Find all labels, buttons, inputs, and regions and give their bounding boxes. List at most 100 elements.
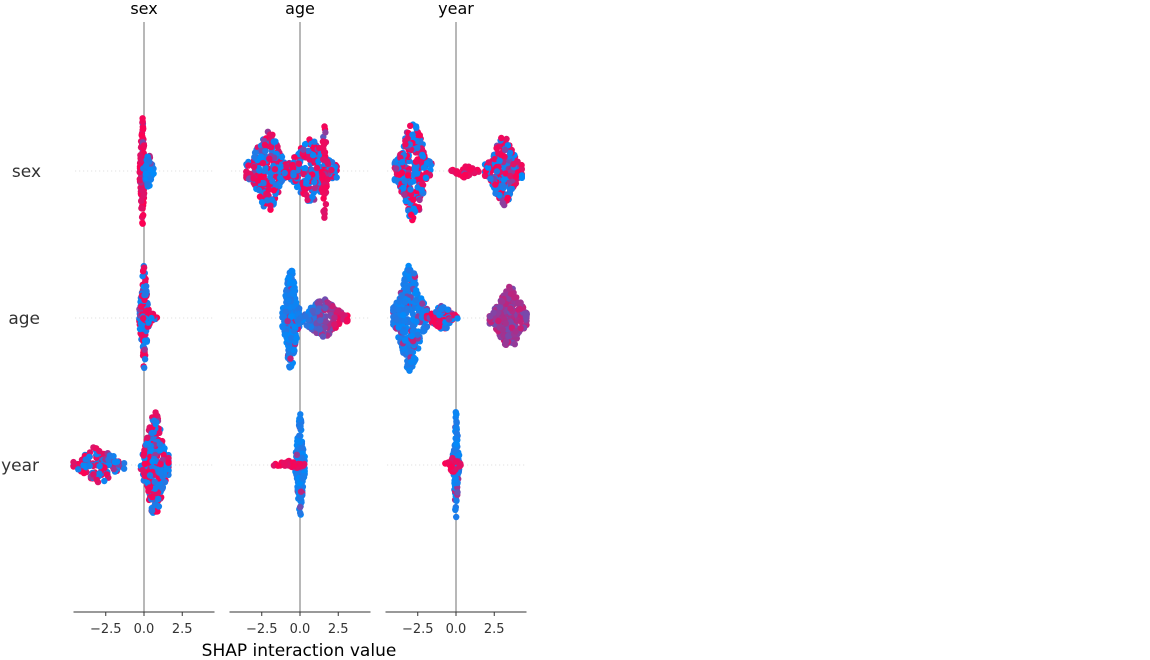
point (481, 172, 489, 179)
point (410, 205, 417, 212)
point (323, 157, 331, 165)
point (437, 306, 445, 313)
point (501, 341, 509, 348)
point (141, 291, 148, 299)
point (137, 176, 144, 184)
point (271, 166, 279, 173)
point (105, 461, 113, 469)
point (262, 147, 269, 155)
x-tick-label: 0.0 (290, 622, 311, 637)
point (499, 152, 506, 159)
panel-age-age (279, 267, 351, 371)
point (409, 327, 416, 335)
point (331, 314, 338, 321)
point (259, 160, 267, 167)
point (498, 134, 505, 142)
point (322, 201, 330, 208)
point (317, 317, 324, 324)
point (507, 305, 514, 312)
panel-year-age (270, 411, 308, 518)
point (291, 286, 298, 294)
point (161, 478, 169, 486)
point (140, 315, 147, 322)
point (503, 135, 510, 143)
point (401, 337, 409, 344)
row-label-year: year (1, 456, 39, 476)
point (410, 270, 418, 277)
point (401, 178, 408, 185)
point (452, 506, 459, 513)
point (149, 429, 156, 437)
point (75, 466, 82, 473)
point (302, 186, 309, 193)
point (437, 319, 444, 326)
point (270, 187, 277, 194)
point (293, 335, 300, 342)
x-tick-label: 0.0 (134, 622, 155, 637)
point (454, 489, 461, 496)
point (140, 211, 147, 219)
point (140, 452, 147, 459)
x-tick-label: 2.5 (328, 622, 349, 637)
point (144, 181, 151, 188)
point (274, 462, 282, 469)
point (157, 461, 164, 468)
x-axis-label: SHAP interaction value (202, 641, 397, 660)
point (314, 308, 321, 315)
point (103, 471, 111, 478)
point (289, 267, 296, 275)
column-titles: sex age year (130, 0, 474, 18)
point (320, 208, 327, 215)
point (398, 169, 406, 177)
point (392, 165, 400, 172)
point (417, 158, 425, 166)
point (297, 488, 305, 495)
point (265, 186, 272, 194)
point (455, 452, 463, 459)
point (430, 318, 437, 325)
point (493, 145, 500, 152)
point (303, 191, 310, 199)
point (404, 172, 412, 179)
point (322, 318, 329, 325)
panel-year-sex (70, 409, 172, 516)
point (407, 122, 414, 129)
point (304, 174, 312, 181)
point (409, 310, 416, 317)
point (410, 280, 417, 287)
point (295, 160, 303, 167)
point (261, 141, 269, 149)
point (390, 307, 397, 314)
point (406, 367, 413, 374)
point (511, 294, 518, 301)
x-tick-label: −2.5 (90, 622, 122, 637)
point (410, 196, 417, 203)
point (444, 306, 451, 313)
point (266, 155, 273, 162)
point (400, 185, 407, 192)
point (80, 469, 88, 477)
point (160, 451, 167, 458)
point (295, 316, 302, 324)
point (289, 279, 297, 286)
point (155, 495, 162, 503)
point (399, 328, 407, 335)
point (309, 307, 316, 314)
point (148, 314, 155, 322)
point (506, 186, 514, 193)
point (490, 309, 497, 316)
point (266, 131, 274, 138)
point (151, 478, 158, 485)
point (139, 268, 147, 275)
point (139, 272, 146, 280)
point (138, 187, 146, 194)
column-title-sex: sex (130, 0, 157, 18)
point (316, 299, 323, 306)
point (492, 190, 499, 197)
x-tick-label: 0.0 (446, 622, 467, 637)
point (416, 132, 423, 139)
point (267, 202, 274, 209)
point (517, 318, 524, 326)
point (148, 507, 156, 514)
point (510, 161, 517, 168)
